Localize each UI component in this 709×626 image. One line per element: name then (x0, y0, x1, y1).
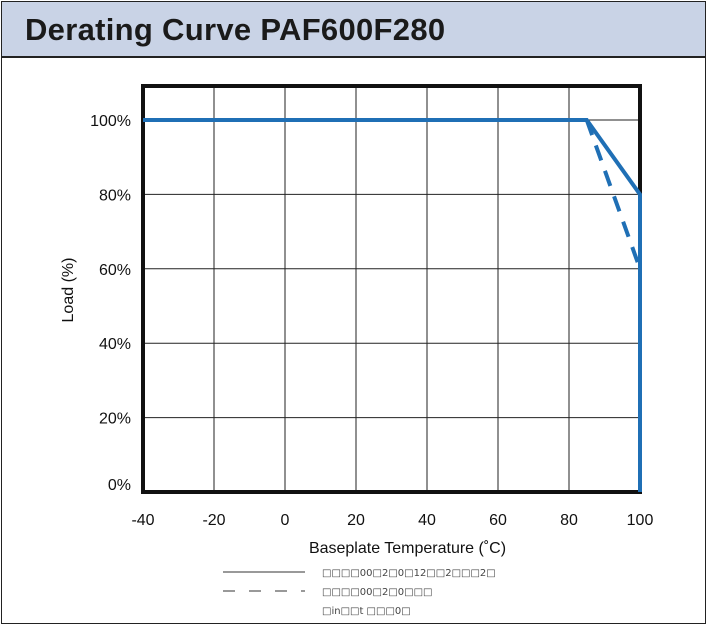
y-axis-label: Load (%) (60, 258, 77, 323)
x-tick-label: 80 (560, 512, 578, 529)
x-tick-label: 0 (281, 512, 290, 529)
y-tick-label: 0% (108, 477, 131, 494)
y-tick-label: 100% (90, 113, 131, 130)
y-tick-label: 60% (99, 262, 131, 279)
x-tick-label: -20 (202, 512, 225, 529)
series-group (143, 120, 640, 492)
legend-note: □in□□t □□□0□ (322, 606, 411, 617)
legend: □□□□00□2□0□12□□2□□□2□ □□□□00□2□0□□□ □in□□t… (223, 568, 496, 617)
y-tick-label: 40% (99, 336, 131, 353)
y-tick-label: 20% (99, 411, 131, 428)
y-tick-label: 80% (99, 187, 131, 204)
x-tick-label: 60 (489, 512, 507, 529)
legend-label: □□□□00□2□0□□□ (322, 587, 432, 598)
series-line-solid (143, 120, 640, 492)
y-tick-labels: 0% 20% 40% 60% 80% 100% (90, 113, 131, 494)
x-axis-label: Baseplate Temperature (˚C) (309, 540, 506, 557)
plot-area-border (143, 86, 640, 492)
x-tick-label: 40 (418, 512, 436, 529)
x-tick-label: -40 (131, 512, 154, 529)
x-tick-label: 20 (347, 512, 365, 529)
x-tick-labels: -40 -20 0 20 40 60 80 100 (131, 512, 653, 529)
legend-label: □□□□00□2□0□12□□2□□□2□ (322, 568, 496, 579)
x-tick-label: 100 (627, 512, 654, 529)
grid-lines (143, 86, 640, 492)
